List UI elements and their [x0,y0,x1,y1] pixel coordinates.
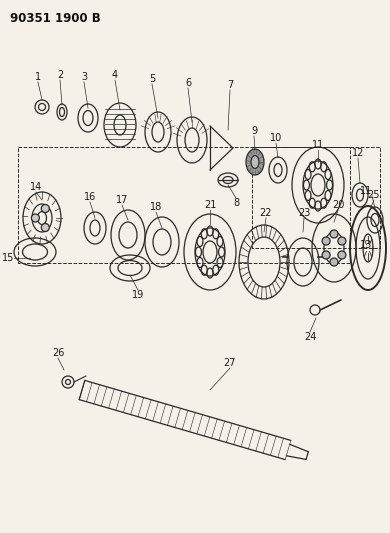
Text: 21: 21 [204,200,216,210]
Circle shape [32,214,39,222]
Text: 11: 11 [312,140,324,150]
Text: 16: 16 [84,192,96,202]
Circle shape [338,251,346,259]
Circle shape [330,230,338,238]
Circle shape [322,251,330,259]
Text: 26: 26 [52,348,64,358]
Ellipse shape [251,156,259,168]
Text: 27: 27 [224,358,236,368]
Text: 11: 11 [360,186,372,196]
Text: 18: 18 [150,202,162,212]
Text: 23: 23 [298,208,310,218]
Text: 8: 8 [233,198,239,208]
Text: 17: 17 [116,195,128,205]
Text: 7: 7 [227,80,233,90]
Text: 10: 10 [270,133,282,143]
Text: 3: 3 [81,72,87,82]
Text: 90351 1900 B: 90351 1900 B [10,12,101,25]
Text: 22: 22 [260,208,272,218]
Circle shape [338,237,346,245]
Text: 15: 15 [2,253,14,263]
Text: 2: 2 [57,70,63,80]
Circle shape [41,205,49,213]
Ellipse shape [246,149,264,175]
Text: 6: 6 [185,78,191,88]
Text: 20: 20 [332,200,344,210]
Circle shape [330,258,338,266]
Text: 19: 19 [132,290,144,300]
Text: 13: 13 [360,240,372,250]
Text: 5: 5 [149,74,155,84]
Circle shape [41,223,49,231]
Text: 25: 25 [368,190,380,200]
Circle shape [322,237,330,245]
Text: 24: 24 [304,332,316,342]
Text: 1: 1 [35,72,41,82]
Text: 4: 4 [112,70,118,80]
Text: 14: 14 [30,182,42,192]
Text: 12: 12 [352,148,364,158]
Text: 9: 9 [251,126,257,136]
